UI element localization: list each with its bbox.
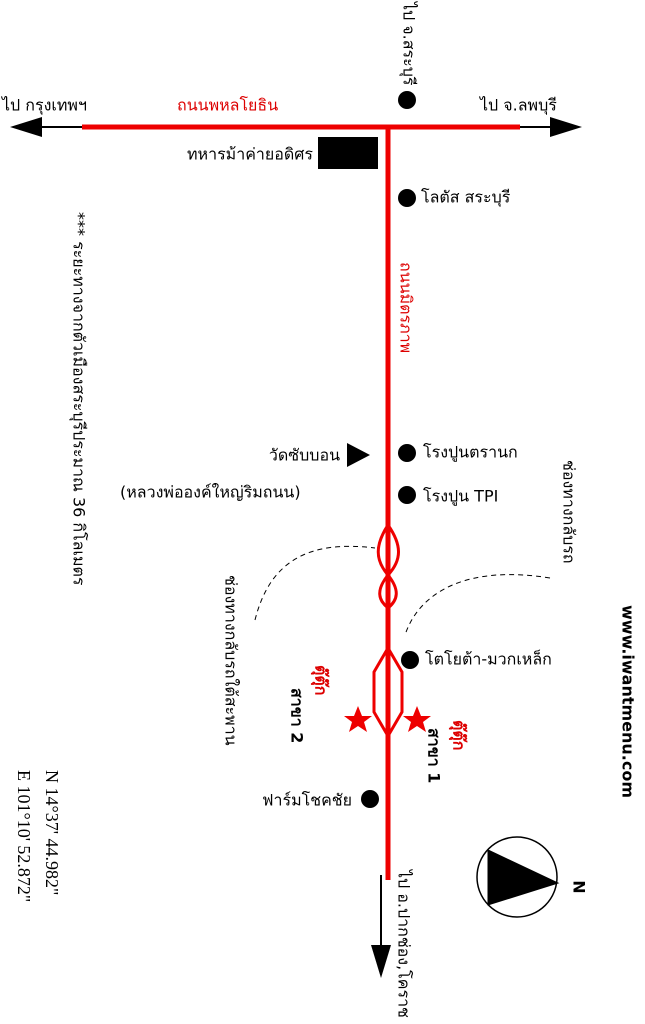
direction: ไป จ.สระบุรี — [399, 0, 419, 86]
landmark-dot — [401, 651, 419, 669]
direction: ไป จ.ลพบุรี — [478, 96, 557, 116]
branch-label: สาขา 1 — [425, 728, 444, 783]
landmark: โรงปูน TPI — [423, 487, 498, 507]
distance-note: *** ระยะทางจากตัวเมืองสระบุรีประมาณ 36 ก… — [69, 212, 89, 586]
road-label: ถนนพหลโยธิน — [177, 96, 278, 115]
branch-star — [403, 706, 431, 732]
compass — [476, 836, 558, 918]
arrow-head — [550, 117, 582, 137]
landmark-icon — [347, 443, 370, 467]
compass-label: N — [570, 880, 589, 893]
branch-brand: ตุ๊ตุ๊ก — [449, 720, 469, 750]
pointer — [404, 574, 551, 636]
landmark: (หลวงพ่อองค์ใหญ่ริมถนน) — [120, 483, 301, 502]
u-turn-label: ช่องทางกลับรถ — [560, 460, 579, 564]
road-label: ถนนมิตรภาพ — [397, 262, 416, 353]
branch-star — [344, 706, 372, 732]
landmark: ทหารม้าค่ายอดิศร — [187, 145, 313, 164]
u-turn — [372, 645, 404, 739]
landmark-dot — [398, 486, 416, 504]
arrow-head — [371, 945, 391, 978]
landmark-dot — [361, 790, 379, 808]
landmark: โรงปูนตรานก — [423, 443, 518, 463]
landmark: โตโยต้า-มวกเหล็ก — [425, 649, 552, 669]
landmark-dot — [398, 189, 416, 207]
coordinate: N 14°37' 44.982" — [42, 770, 62, 895]
landmark-dot — [398, 444, 416, 462]
website: www.iwantmenu.com — [619, 605, 638, 798]
u-turn — [376, 524, 400, 610]
compass-arrow — [487, 849, 560, 906]
arrow-head — [10, 117, 42, 137]
coordinate: E 101°10' 52.872" — [14, 770, 34, 902]
direction: ไป อ.ปากช่อง,โคราช — [395, 868, 414, 1018]
u-turn-label: ช่องทางกลับรถใต้สะพาน — [222, 575, 241, 746]
branch-label: สาขา 2 — [288, 688, 307, 743]
landmark-icon — [318, 137, 378, 169]
landmark: วัดซับบอน — [269, 446, 340, 465]
pointer — [254, 545, 376, 621]
direction: ไป กรุงเทพฯ — [0, 96, 87, 116]
landmark: ฟาร์มโชคชัย — [262, 791, 352, 810]
landmark: โลตัส สระบุรี — [421, 188, 511, 208]
landmark-dot — [398, 91, 416, 109]
branch-brand: ตุ๊ตุ๊ก — [311, 665, 331, 695]
